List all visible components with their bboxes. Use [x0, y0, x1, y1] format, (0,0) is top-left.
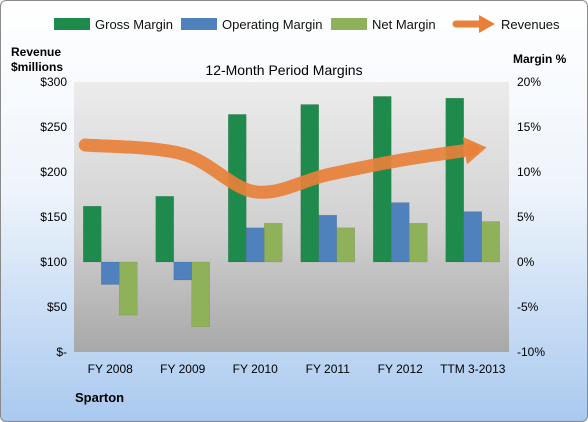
legend-swatch-operating-margin: [181, 18, 217, 30]
bar-operating-margin: [246, 227, 265, 263]
bar-operating-margin: [318, 214, 337, 263]
right-tick-label: 10%: [517, 165, 541, 179]
legend-swatch-gross-margin: [54, 18, 90, 30]
plot-area: [74, 82, 509, 352]
category-label: FY 2012: [378, 362, 423, 376]
bars: [83, 96, 500, 328]
left-tick-label: $250: [40, 120, 67, 134]
bar-net-margin: [481, 221, 500, 263]
right-tick-label: 20%: [517, 75, 541, 89]
legend-label-net-margin: Net Margin: [372, 17, 436, 32]
bar-gross-margin: [445, 97, 464, 263]
category-labels: FY 2008 FY 2009 FY 2010 FY 2011 FY 2012 TTM 3…: [88, 362, 506, 376]
category-label: FY 2009: [160, 362, 205, 376]
bar-operating-margin: [173, 261, 192, 281]
left-tick-label: $50: [47, 300, 67, 314]
category-label: FY 2008: [88, 362, 133, 376]
bar-net-margin: [264, 223, 283, 263]
bar-gross-margin: [373, 96, 392, 263]
right-tick-label: 0%: [517, 255, 535, 269]
left-tick-label: $100: [40, 255, 67, 269]
bar-net-margin: [191, 261, 210, 328]
right-tick-label: 15%: [517, 120, 541, 134]
right-tick-label: -5%: [517, 300, 539, 314]
left-tick-label: $150: [40, 210, 67, 224]
bar-gross-margin: [83, 205, 102, 263]
bar-operating-margin: [463, 211, 482, 263]
left-axis-title-line2: $millions: [11, 60, 63, 74]
legend-label-operating-margin: Operating Margin: [222, 17, 322, 32]
company-name: Sparton: [75, 390, 124, 405]
left-tick-label: $300: [40, 75, 67, 89]
right-axis-ticks: 20% 15% 10% 5% 0% -5% -10%: [517, 75, 545, 359]
bar-operating-margin: [101, 261, 120, 285]
revenue-trend: [78, 136, 487, 199]
legend-swatch-net-margin: [331, 18, 367, 30]
legend-label-gross-margin: Gross Margin: [95, 17, 173, 32]
right-tick-label: 5%: [517, 210, 535, 224]
category-label: TTM 3-2013: [440, 362, 506, 376]
right-axis-title: Margin %: [513, 52, 567, 66]
bar-net-margin: [119, 261, 138, 316]
revenue-trend-arrowhead: [462, 136, 487, 165]
right-tick-label: -10%: [517, 345, 545, 359]
bar-operating-margin: [391, 202, 410, 263]
bar-net-margin: [336, 227, 355, 263]
legend: Gross Margin Operating Margin Net Margin…: [54, 15, 560, 33]
bar-gross-margin: [155, 196, 174, 263]
category-label: FY 2010: [233, 362, 278, 376]
chart-title: 12-Month Period Margins: [205, 62, 362, 78]
left-tick-label: $200: [40, 165, 67, 179]
legend-arrow-revenues: [452, 15, 495, 33]
bar-net-margin: [409, 223, 428, 263]
legend-label-revenues: Revenues: [501, 17, 560, 32]
revenue-trend-line: [78, 138, 480, 199]
category-label: FY 2011: [306, 362, 351, 376]
left-tick-label: $-: [56, 345, 67, 359]
left-axis-ticks: $300 $250 $200 $150 $100 $50 $-: [40, 75, 67, 359]
left-axis-title-line1: Revenue: [11, 45, 61, 59]
